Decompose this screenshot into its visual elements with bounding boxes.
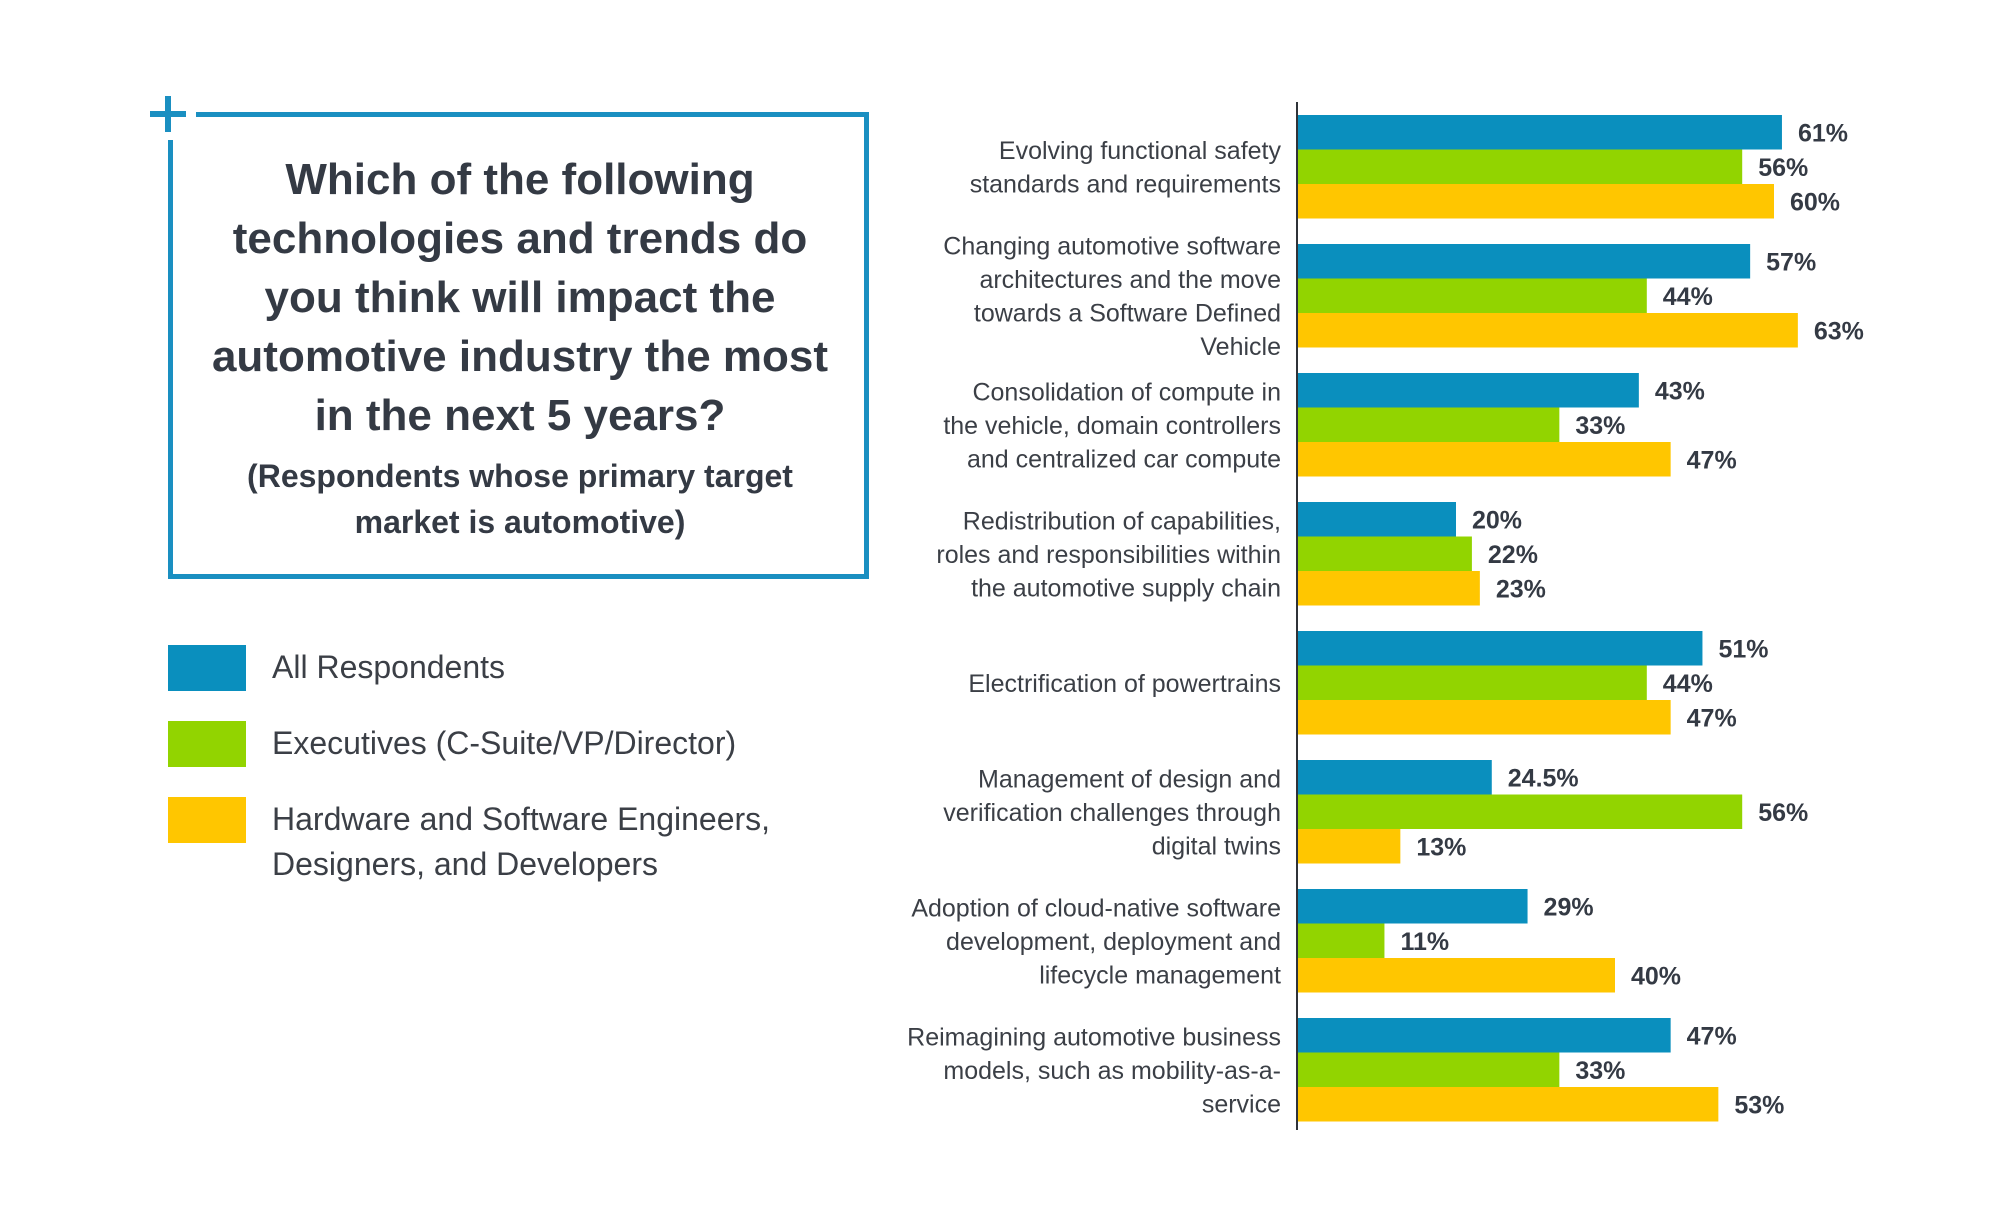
category-label: architectures and the move [979, 266, 1281, 294]
data-label: 22% [1488, 541, 1538, 569]
category-label: models, such as mobility-as-a- [943, 1057, 1281, 1085]
category-label: Reimagining automotive business [907, 1023, 1281, 1051]
corner-notch [156, 100, 196, 140]
data-label: 60% [1790, 188, 1840, 216]
data-label: 53% [1734, 1091, 1784, 1119]
category-label: verification challenges through [943, 799, 1281, 827]
bar [1297, 760, 1492, 795]
data-label: 51% [1718, 635, 1768, 663]
data-label: 33% [1575, 412, 1625, 440]
data-label: 47% [1687, 1022, 1737, 1050]
chart-subtitle: (Respondents whose primary target market… [247, 458, 793, 540]
data-label: 57% [1766, 248, 1816, 276]
data-label: 47% [1687, 704, 1737, 732]
bar [1297, 923, 1385, 958]
category-label: towards a Software Defined [974, 300, 1281, 328]
data-label: 23% [1496, 575, 1546, 603]
bar [1297, 665, 1647, 700]
legend-label: All Respondents [272, 649, 506, 685]
data-label: 40% [1631, 962, 1681, 990]
category-label: Changing automotive software [943, 233, 1281, 261]
crosshair-icon [150, 96, 186, 132]
bar [1297, 244, 1751, 279]
category-label: digital twins [1152, 832, 1281, 860]
category-label: Consolidation of compute in [972, 378, 1281, 406]
bar [1297, 536, 1472, 571]
data-label: 29% [1544, 893, 1594, 921]
title-box [168, 112, 869, 579]
category-label: Electrification of powertrains [968, 670, 1281, 698]
bar [1297, 373, 1639, 408]
legend-label: Executives (C-Suite/VP/Director) [272, 725, 737, 761]
category-label: the vehicle, domain controllers [943, 412, 1281, 440]
bar [1297, 631, 1703, 666]
bar [1297, 794, 1743, 829]
legend-swatch-all-respondents [168, 645, 246, 691]
category-label: development, deployment and [946, 928, 1281, 956]
data-label: 11% [1400, 928, 1449, 956]
data-label: 61% [1798, 119, 1848, 147]
category-label: service [1202, 1090, 1281, 1118]
bar [1297, 1018, 1671, 1053]
bar [1297, 829, 1401, 864]
category-label: Vehicle [1200, 333, 1281, 361]
bar [1297, 313, 1798, 348]
legend-swatch-engineers [168, 797, 246, 843]
category-label: standards and requirements [970, 171, 1281, 199]
data-label: 63% [1814, 317, 1864, 345]
data-label: 56% [1758, 799, 1808, 827]
chart-title: Which of the following technologies and … [211, 155, 829, 440]
bar [1297, 115, 1782, 150]
bar [1297, 149, 1743, 184]
category-label: Management of design and [978, 765, 1281, 793]
data-label: 44% [1663, 670, 1713, 698]
category-label: lifecycle management [1039, 961, 1281, 989]
data-label: 56% [1758, 154, 1808, 182]
bar [1297, 889, 1528, 924]
data-label: 44% [1663, 283, 1713, 311]
bar [1297, 407, 1560, 442]
data-label: 24.5% [1508, 764, 1579, 792]
bar [1297, 958, 1615, 993]
legend-swatch-executives [168, 721, 246, 767]
bar [1297, 700, 1671, 735]
bar [1297, 184, 1774, 219]
data-label: 33% [1575, 1057, 1625, 1085]
data-label: 43% [1655, 377, 1705, 405]
data-label: 47% [1687, 446, 1737, 474]
category-label: Redistribution of capabilities, [963, 507, 1281, 535]
category-label: roles and responsibilities within [936, 541, 1281, 569]
category-label: Adoption of cloud-native software [911, 894, 1281, 922]
legend-label: Hardware and Software Engineers, Designe… [272, 801, 771, 882]
category-label: Evolving functional safety [999, 137, 1282, 165]
bar [1297, 502, 1456, 537]
bar [1297, 571, 1480, 606]
data-label: 20% [1472, 506, 1522, 534]
category-label: the automotive supply chain [971, 574, 1281, 602]
bar [1297, 278, 1647, 313]
data-label: 13% [1416, 833, 1466, 861]
bar [1297, 1052, 1560, 1087]
category-label: and centralized car compute [967, 445, 1281, 473]
bar [1297, 442, 1671, 477]
bar [1297, 1087, 1719, 1122]
